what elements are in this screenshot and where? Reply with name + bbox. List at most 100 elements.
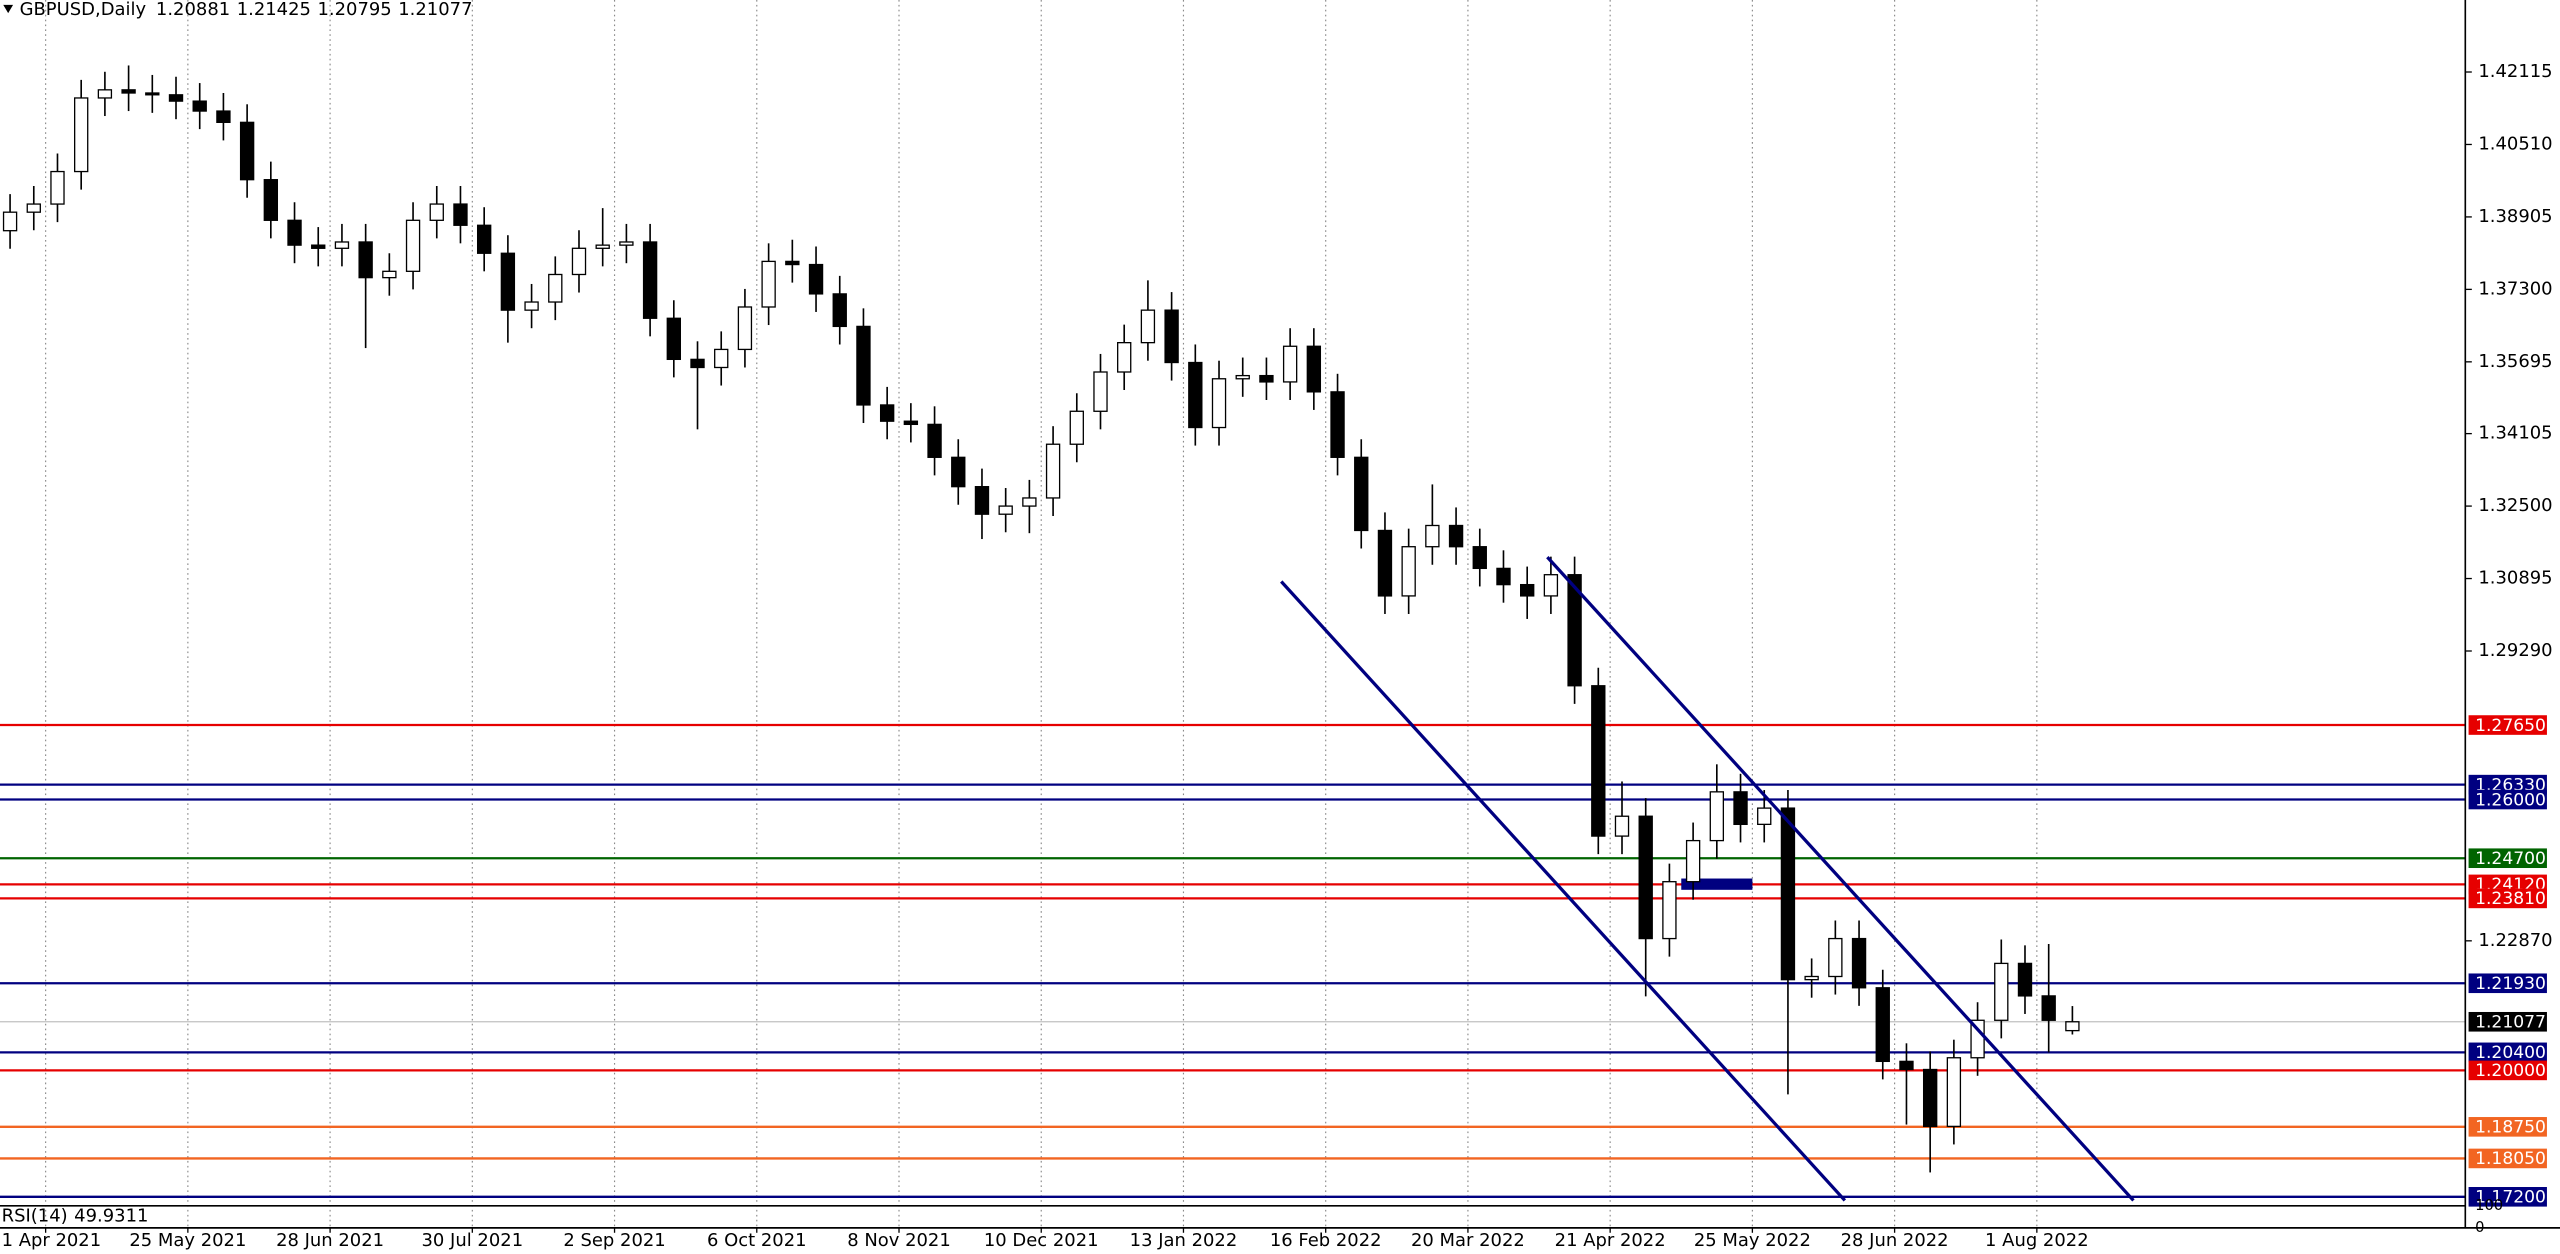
x-tick-label: 20 Mar 2022 bbox=[1411, 1230, 1525, 1251]
candle-body bbox=[216, 110, 231, 123]
candle-body bbox=[453, 203, 468, 226]
candle-body bbox=[476, 224, 492, 254]
candle-body bbox=[1022, 497, 1037, 507]
candle-body bbox=[737, 306, 753, 351]
trendline bbox=[1546, 555, 2135, 1202]
chart-header: GBPUSD,Daily 1.20881 1.21425 1.20795 1.21077 bbox=[20, 0, 473, 20]
level-label: 1.21930 bbox=[2475, 974, 2546, 994]
candle-body bbox=[1757, 807, 1772, 826]
candle-body bbox=[50, 170, 65, 205]
level-box bbox=[2468, 973, 2547, 994]
candle-body bbox=[1614, 815, 1630, 837]
level-box bbox=[2468, 1060, 2547, 1081]
candle-body bbox=[263, 179, 279, 221]
candle-body bbox=[808, 263, 824, 295]
level-label: 1.18050 bbox=[2475, 1149, 2546, 1169]
level-label: 1.20400 bbox=[2475, 1043, 2546, 1063]
header-close: 1.21077 bbox=[398, 0, 472, 20]
rsi-name: RSI(14) bbox=[2, 1205, 68, 1226]
level-label: 1.23810 bbox=[2475, 889, 2546, 909]
candle-body bbox=[998, 505, 1013, 515]
candle-body bbox=[832, 293, 847, 328]
candle-body bbox=[429, 203, 444, 221]
candle-body bbox=[1259, 374, 1274, 383]
rsi-tick-label: 0 bbox=[2475, 1219, 2484, 1236]
x-tick-label: 25 May 2021 bbox=[129, 1230, 246, 1251]
y-tick-label: 1.40510 bbox=[2478, 133, 2552, 154]
header-arrow bbox=[3, 4, 14, 14]
candle-body bbox=[595, 244, 610, 249]
candle-body bbox=[1354, 456, 1369, 532]
candle-body bbox=[1946, 1057, 1962, 1128]
candle-body bbox=[145, 92, 160, 96]
candle-body bbox=[239, 121, 255, 181]
trendline bbox=[1280, 580, 1847, 1202]
candle-body bbox=[1472, 546, 1487, 570]
candle-body bbox=[1164, 309, 1179, 364]
candle-body bbox=[192, 100, 207, 112]
candle-body bbox=[1093, 371, 1108, 412]
candle-body bbox=[382, 270, 397, 279]
candle-body bbox=[1235, 374, 1250, 380]
candle-body bbox=[334, 241, 350, 249]
candle-body bbox=[761, 260, 776, 308]
current-price-box bbox=[2468, 1011, 2547, 1032]
rsi-value: 49.9311 bbox=[74, 1205, 148, 1226]
candle-body bbox=[1117, 342, 1132, 373]
candle-body bbox=[1685, 839, 1701, 883]
candle-body bbox=[358, 241, 373, 279]
candle-body bbox=[311, 244, 326, 249]
candle-body bbox=[1662, 881, 1677, 940]
candle-body bbox=[785, 260, 800, 266]
y-tick-label: 1.29290 bbox=[2478, 640, 2552, 661]
candle-body bbox=[1733, 791, 1748, 826]
level-box bbox=[2468, 789, 2547, 810]
candle-body bbox=[1448, 524, 1464, 548]
candle-body bbox=[666, 317, 681, 361]
candle-body bbox=[1709, 791, 1725, 842]
candle-body bbox=[1425, 524, 1440, 548]
candle-body bbox=[2065, 1021, 2080, 1032]
candle-body bbox=[524, 301, 539, 311]
zone bbox=[1681, 878, 1753, 890]
level-box bbox=[2468, 1148, 2547, 1169]
candle-body bbox=[168, 94, 184, 102]
candle-body bbox=[500, 252, 516, 311]
candle-body bbox=[26, 203, 41, 213]
candle-body bbox=[1045, 443, 1061, 499]
x-tick-label: 25 May 2022 bbox=[1694, 1230, 1811, 1251]
candle-body bbox=[974, 486, 990, 515]
candle-body bbox=[548, 273, 563, 303]
level-label: 1.26000 bbox=[2475, 790, 2546, 810]
level-box bbox=[2468, 1042, 2547, 1063]
header-low: 1.20795 bbox=[317, 0, 391, 20]
candle-body bbox=[903, 420, 919, 426]
header-high: 1.21425 bbox=[237, 0, 311, 20]
candle-body bbox=[1282, 345, 1298, 383]
candle-body bbox=[1330, 391, 1345, 458]
level-box bbox=[2468, 774, 2547, 795]
candle-body bbox=[2041, 995, 2056, 1021]
candle-body bbox=[1828, 937, 1843, 978]
candle-body bbox=[405, 219, 421, 272]
candle-body bbox=[1970, 1019, 1985, 1059]
levels-layer bbox=[0, 723, 2466, 1198]
level-label: 1.18750 bbox=[2475, 1118, 2546, 1138]
rsi-tick-label: 100 bbox=[2475, 1197, 2503, 1214]
candle-body bbox=[1638, 815, 1653, 940]
candle-body bbox=[1211, 378, 1227, 429]
candle-body bbox=[1851, 937, 1867, 989]
candle-body bbox=[642, 241, 658, 319]
current-price-label: 1.21077 bbox=[2475, 1013, 2546, 1033]
candle-body bbox=[1377, 529, 1393, 597]
candle-body bbox=[1496, 567, 1511, 586]
x-tick-label: 8 Nov 2021 bbox=[847, 1230, 951, 1251]
symbol: GBPUSD,Daily bbox=[20, 0, 147, 20]
candle-body bbox=[879, 404, 895, 422]
y-tick-label: 1.30895 bbox=[2478, 568, 2552, 589]
x-tick-label: 30 Jul 2021 bbox=[422, 1230, 524, 1251]
candle-body bbox=[1804, 975, 1819, 981]
candle-body bbox=[690, 358, 705, 369]
candle-body bbox=[2017, 962, 2033, 997]
